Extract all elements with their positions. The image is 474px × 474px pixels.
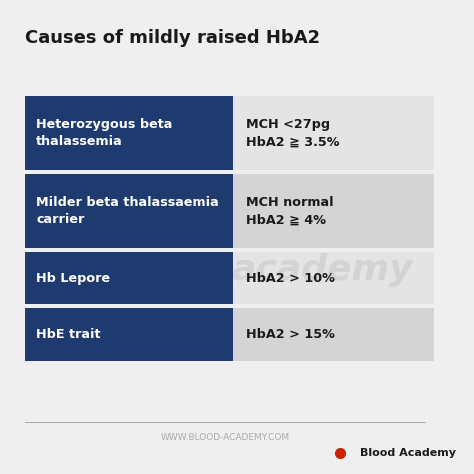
Bar bbox=[25, 308, 434, 361]
Bar bbox=[25, 252, 434, 304]
Text: Milder beta thalassaemia
carrier: Milder beta thalassaemia carrier bbox=[36, 196, 219, 226]
Text: MCH <27pg
HbA2 ≧ 3.5%: MCH <27pg HbA2 ≧ 3.5% bbox=[246, 118, 340, 148]
Text: HbA2 > 15%: HbA2 > 15% bbox=[246, 328, 336, 341]
Text: HbA2 > 10%: HbA2 > 10% bbox=[246, 272, 336, 285]
Bar bbox=[25, 308, 233, 361]
Text: MCH normal
HbA2 ≧ 4%: MCH normal HbA2 ≧ 4% bbox=[246, 196, 334, 226]
Bar bbox=[25, 252, 233, 304]
Bar bbox=[25, 97, 233, 171]
Text: HbE trait: HbE trait bbox=[36, 328, 100, 341]
Text: WWW.BLOOD-ACADEMY.COM: WWW.BLOOD-ACADEMY.COM bbox=[160, 433, 290, 442]
Text: Hb Lepore: Hb Lepore bbox=[36, 272, 110, 285]
Bar bbox=[25, 97, 434, 171]
Text: Heterozygous beta
thalassemia: Heterozygous beta thalassemia bbox=[36, 118, 173, 148]
Text: academy: academy bbox=[232, 253, 413, 287]
Bar bbox=[25, 174, 233, 248]
Text: Blood Academy: Blood Academy bbox=[360, 448, 456, 458]
Bar bbox=[25, 174, 434, 248]
Text: Causes of mildly raised HbA2: Causes of mildly raised HbA2 bbox=[25, 28, 320, 46]
